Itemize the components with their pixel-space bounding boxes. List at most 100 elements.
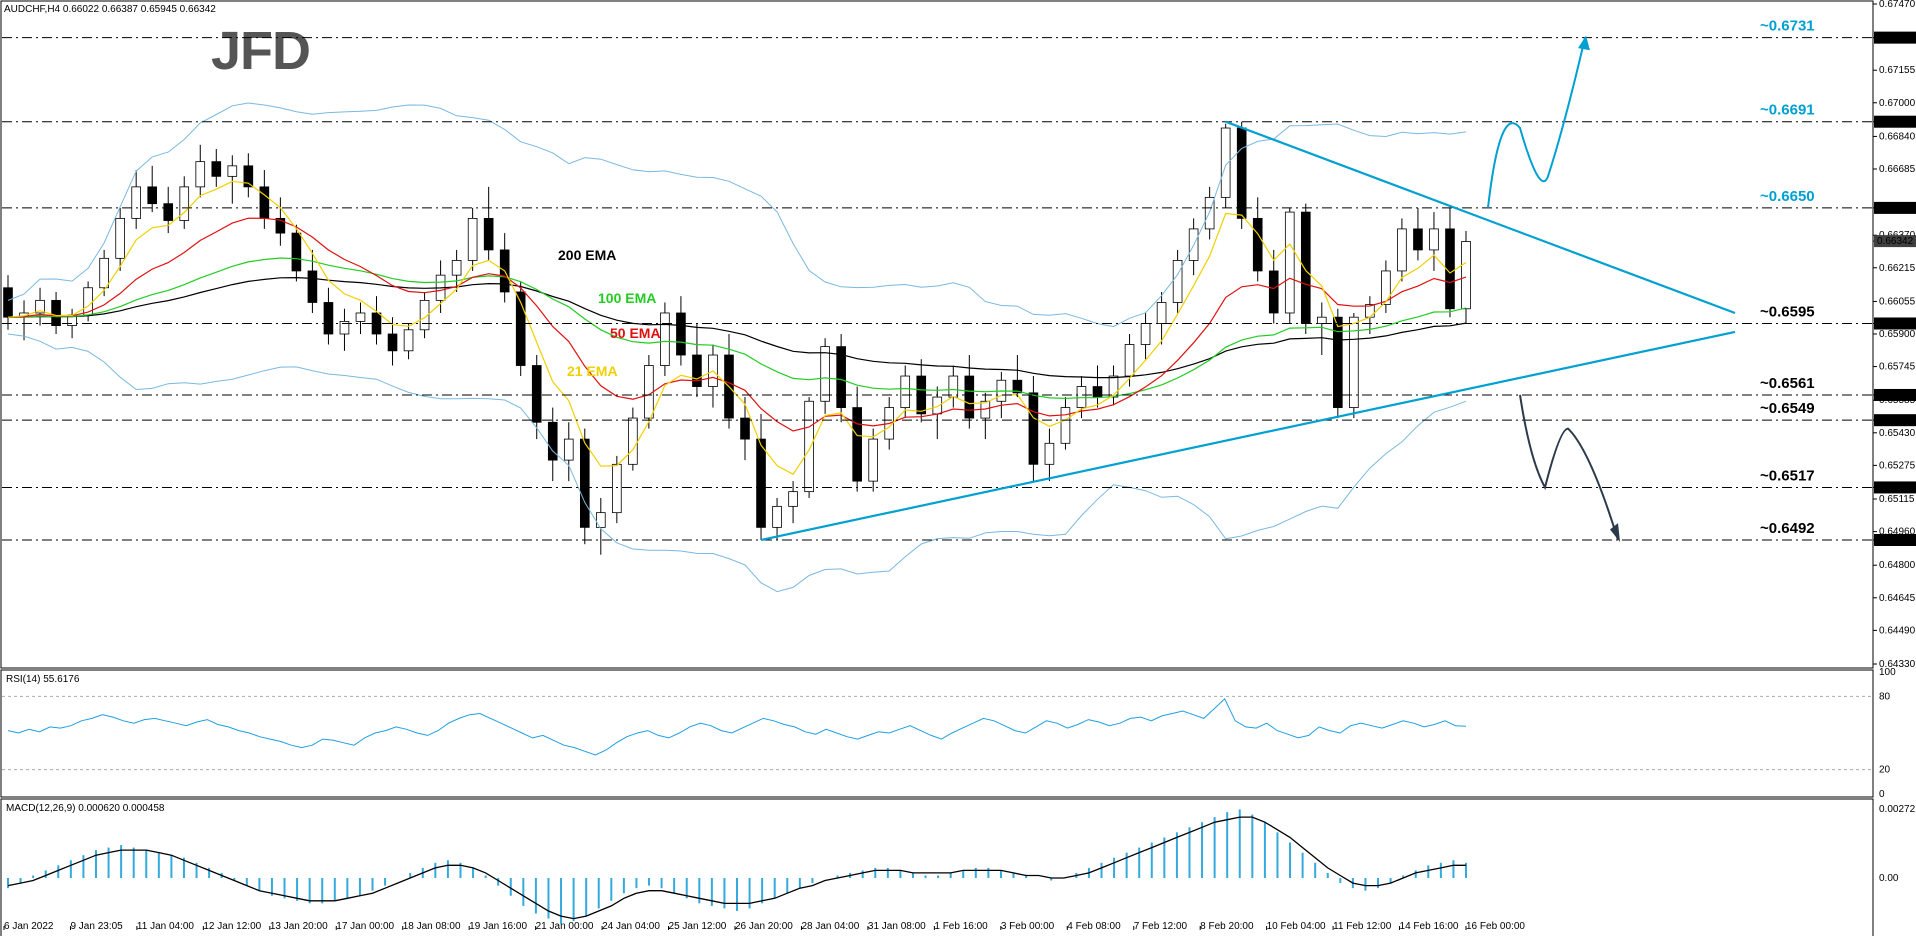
level-label: ~0.6731: [1760, 18, 1815, 35]
level-price-tag: [1874, 317, 1916, 330]
level-label: ~0.6549: [1760, 400, 1815, 417]
rsi-tick-label: 20: [1879, 765, 1891, 776]
level-price-tag: [1874, 481, 1916, 494]
price-tick-label: 0.66840: [1879, 131, 1916, 142]
candle-body: [1220, 127, 1231, 198]
ema-label: 200 EMA: [558, 247, 616, 263]
date-tick-label: 10 Feb 04:00: [1267, 921, 1326, 932]
rsi-title: RSI(14) 55.6176: [6, 674, 80, 685]
date-tick-label: 11 Jan 04:00: [137, 921, 195, 932]
date-tick-label: 16 Feb 00:00: [1466, 921, 1525, 932]
candle-body: [355, 312, 366, 322]
date-tick-label: 8 Feb 20:00: [1200, 921, 1254, 932]
price-tick-label: 0.64490: [1879, 625, 1916, 636]
price-tick-label: 0.64800: [1879, 560, 1916, 571]
date-tick-label: 6 Jan 2022: [4, 921, 54, 932]
candle-body: [1333, 316, 1343, 408]
price-tick-label: 0.66055: [1879, 296, 1916, 307]
price-tick-label: 0.65275: [1879, 460, 1916, 471]
candle-body: [900, 375, 911, 408]
candle-body: [243, 165, 254, 188]
date-tick-label: 9 Jan 23:05: [70, 921, 123, 932]
candle-body: [644, 365, 654, 419]
ema-label: 50 EMA: [610, 325, 661, 341]
candle-body: [1140, 323, 1151, 345]
candle-body: [628, 417, 638, 465]
candle-body: [515, 291, 526, 366]
rsi-line: [7, 697, 1467, 756]
rsi-layer: 100 80 20 0: [2, 667, 1896, 800]
candle-body: [339, 320, 350, 335]
date-tick-label: 17 Jan 00:00: [336, 921, 394, 932]
candle-body: [1316, 316, 1327, 324]
price-tick-label: 0.65115: [1879, 494, 1915, 505]
candle-body: [563, 438, 574, 461]
ema100-line: [7, 257, 1467, 400]
level-label: ~0.6650: [1760, 188, 1815, 205]
candle-body: [932, 396, 943, 415]
rsi-tick-label: 0: [1879, 789, 1885, 800]
date-tick-label: 31 Jan 08:00: [868, 921, 926, 932]
candle-body: [403, 329, 414, 352]
candle-body: [1461, 241, 1471, 310]
date-tick-label: 7 Feb 12:00: [1134, 921, 1188, 932]
candle-body: [1413, 228, 1423, 251]
candle-body: [692, 354, 702, 387]
date-tick-label: 11 Feb 12:00: [1333, 921, 1392, 932]
price-tick-label: 0.65900: [1879, 329, 1916, 340]
price-tick-label: 0.66215: [1879, 263, 1916, 274]
candle-body: [852, 407, 862, 482]
candle-body: [1429, 228, 1439, 251]
candle-body: [99, 257, 109, 289]
price-tick-label: 0.67000: [1879, 98, 1916, 109]
ema50-line: [7, 217, 1467, 432]
date-tick-label: 3 Feb 00:00: [1001, 921, 1055, 932]
candle-body: [227, 165, 238, 177]
level-price-tag-text: 0.65950: [1877, 318, 1914, 329]
trendline-resistance: [1225, 120, 1736, 315]
price-tick-label: 0.67155: [1879, 65, 1916, 76]
candle-body: [612, 463, 622, 514]
candle-body: [756, 438, 766, 528]
candle-body: [1092, 386, 1103, 398]
date-tick-label: 24 Jan 04:00: [602, 921, 660, 932]
bollinger-upper: [7, 102, 1467, 328]
bullish-arrowhead: [1578, 35, 1590, 51]
candle-body: [131, 186, 141, 219]
candle-body: [1268, 270, 1279, 314]
level-price-tag-text: 0.66500: [1877, 203, 1914, 214]
level-price-tag-text: 0.65490: [1877, 415, 1914, 426]
rsi-panel: [0, 669, 1874, 798]
level-price-tag-text: 0.67310: [1877, 33, 1914, 44]
macd-layer: 0.0027210.00-0.002602: [7, 804, 1916, 924]
date-tick-label: 26 Jan 20:00: [735, 921, 793, 932]
symbol-header: AUDCHF,H4 0.66022 0.66387 0.65945 0.6634…: [4, 4, 216, 15]
date-tick-label: 4 Feb 08:00: [1067, 921, 1121, 932]
candle-body: [868, 438, 878, 482]
candle-body: [676, 312, 686, 356]
candle-body: [147, 186, 158, 205]
candle-body: [1124, 344, 1135, 377]
ema-label: 100 EMA: [598, 290, 656, 306]
level-price-tag: [1874, 115, 1916, 128]
date-tick-label: 25 Jan 12:00: [669, 921, 727, 932]
level-label: ~0.6492: [1760, 520, 1815, 537]
rsi-tick-label: 100: [1879, 667, 1896, 678]
date-tick-label: 19 Jan 16:00: [469, 921, 527, 932]
candle-body: [1156, 302, 1167, 324]
candle-body: [820, 346, 830, 402]
level-price-tag-text: 0.65170: [1877, 482, 1914, 493]
date-tick-label: 14 Feb 16:00: [1400, 921, 1459, 932]
price-tick-label: 0.67470: [1879, 0, 1916, 10]
level-price-tag: [1874, 388, 1916, 401]
date-tick-label: 12 Jan 12:00: [203, 921, 261, 932]
level-label: ~0.6691: [1760, 102, 1815, 119]
price-axis: 0.67470 0.67310 0.67155 0.67000 0.66910 0.668…: [1873, 0, 1916, 670]
candle-body: [1012, 379, 1023, 394]
bollinger-lower: [7, 333, 1467, 593]
macd-panel: [0, 798, 1874, 936]
level-price-tag-text: 0.64920: [1877, 535, 1914, 546]
candle-body: [836, 346, 846, 408]
rsi-tick-label: 80: [1879, 691, 1891, 702]
